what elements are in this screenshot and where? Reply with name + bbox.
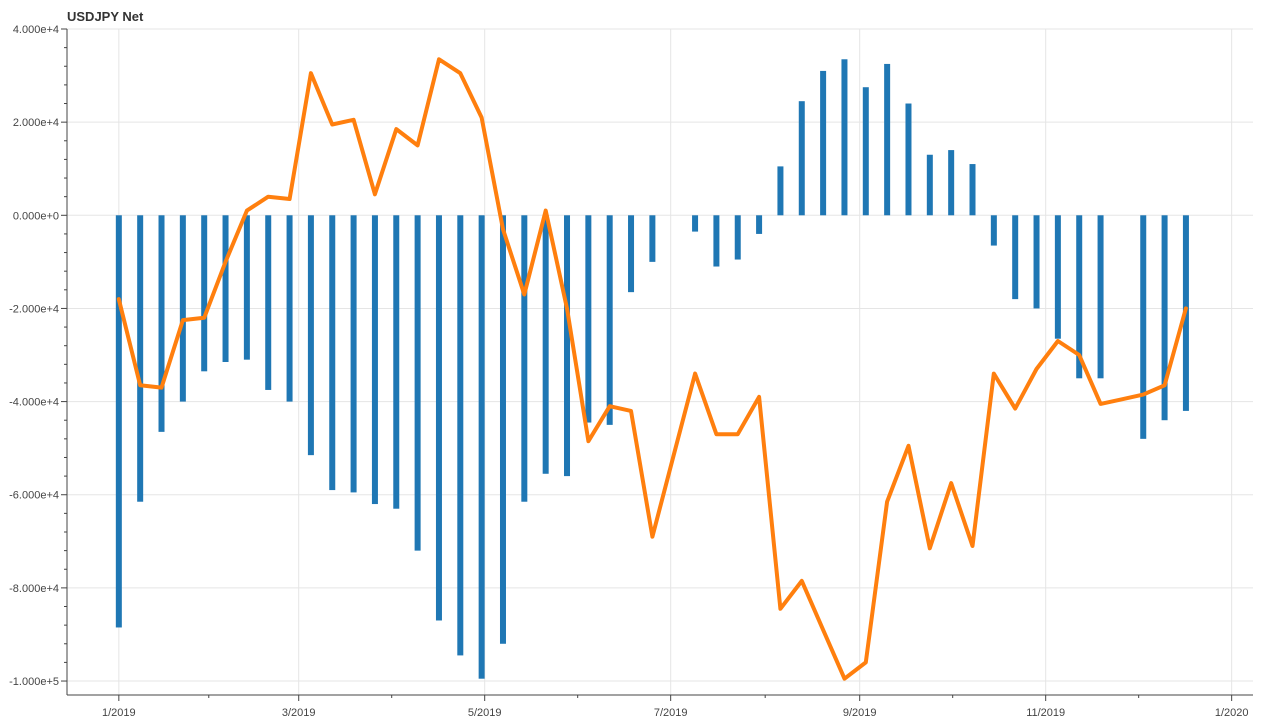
bar <box>948 150 955 216</box>
bar <box>350 215 357 493</box>
bar <box>926 154 933 216</box>
bar <box>692 215 699 232</box>
bar <box>499 215 506 644</box>
chart-title: USDJPY Net <box>67 9 144 24</box>
bar <box>606 215 613 425</box>
y-tick-label: -2.000e+4 <box>9 303 59 315</box>
grid-lines <box>67 28 1253 695</box>
x-tick-label: 5/2019 <box>468 707 502 719</box>
bar <box>414 215 421 551</box>
axes: 4.000e+4 2.000e+4 0.000e+0 -2.000e+4 -4.000e… <box>9 24 1253 719</box>
bar <box>1012 215 1019 300</box>
bar <box>884 63 891 216</box>
bar <box>1161 215 1168 421</box>
bar <box>201 215 208 372</box>
x-tick-label: 1/2020 <box>1215 707 1249 719</box>
bar <box>329 215 336 491</box>
y-tick-label: -8.000e+4 <box>9 583 59 595</box>
bar <box>158 215 165 432</box>
y-tick-label: 2.000e+4 <box>13 117 59 129</box>
bar <box>585 215 592 423</box>
bar <box>905 103 912 216</box>
y-tick-label: -1.000e+5 <box>9 676 59 688</box>
x-tick-label: 11/2019 <box>1026 707 1065 719</box>
x-tick-label: 7/2019 <box>654 707 688 719</box>
x-tick-label: 9/2019 <box>843 707 877 719</box>
bar <box>1140 215 1147 439</box>
bar <box>265 215 272 390</box>
series-line <box>116 57 1188 681</box>
bar <box>179 215 186 402</box>
bar <box>1076 215 1083 379</box>
bar <box>734 215 741 260</box>
bar <box>243 215 250 360</box>
y-tick-label: -6.000e+4 <box>9 490 59 502</box>
bar <box>777 166 784 216</box>
bar <box>286 215 293 402</box>
x-tick-label: 1/2019 <box>102 707 136 719</box>
bar <box>564 215 571 477</box>
bar <box>713 215 720 267</box>
bar <box>649 215 656 262</box>
bar <box>820 70 827 216</box>
bar-series <box>115 59 1189 679</box>
bar <box>307 215 314 456</box>
bar <box>862 87 869 216</box>
bar <box>222 215 229 362</box>
bar <box>1054 215 1061 339</box>
bar <box>371 215 378 505</box>
bar <box>756 215 763 234</box>
bar <box>990 215 997 246</box>
y-tick-label: 4.000e+4 <box>13 24 59 36</box>
bar <box>457 215 464 656</box>
bar <box>969 164 976 216</box>
bar <box>521 215 528 502</box>
y-tick-label: 0.000e+0 <box>13 210 59 222</box>
x-tick-label: 3/2019 <box>282 707 316 719</box>
bar <box>628 215 635 293</box>
bar <box>115 215 122 628</box>
bar <box>478 215 485 679</box>
bar <box>542 215 549 474</box>
bar <box>841 59 848 216</box>
line-series <box>116 57 1188 681</box>
bar <box>393 215 400 509</box>
y-tick-label: -4.000e+4 <box>9 397 59 409</box>
bar <box>1033 215 1040 309</box>
bar <box>798 101 805 216</box>
bar <box>1097 215 1104 379</box>
bar <box>435 215 442 621</box>
bar <box>137 215 144 502</box>
